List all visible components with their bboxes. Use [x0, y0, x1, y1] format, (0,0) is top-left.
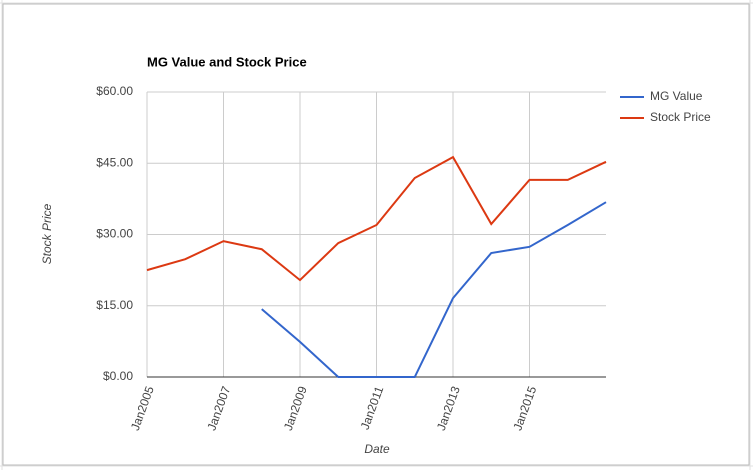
y-tick-label: $30.00 [96, 227, 133, 241]
chart-title: MG Value and Stock Price [147, 54, 307, 69]
y-tick-label: $0.00 [103, 369, 133, 383]
y-axis-title: Stock Price [40, 203, 54, 264]
x-axis-title: Date [364, 442, 390, 456]
series-line [146, 155, 607, 282]
y-tick-label: $45.00 [96, 155, 133, 169]
y-tick-label: $60.00 [96, 84, 133, 98]
legend-label: Stock Price [650, 110, 711, 124]
series-line [261, 201, 607, 378]
y-tick-label: $15.00 [96, 298, 133, 312]
legend-label: MG Value [650, 89, 703, 103]
